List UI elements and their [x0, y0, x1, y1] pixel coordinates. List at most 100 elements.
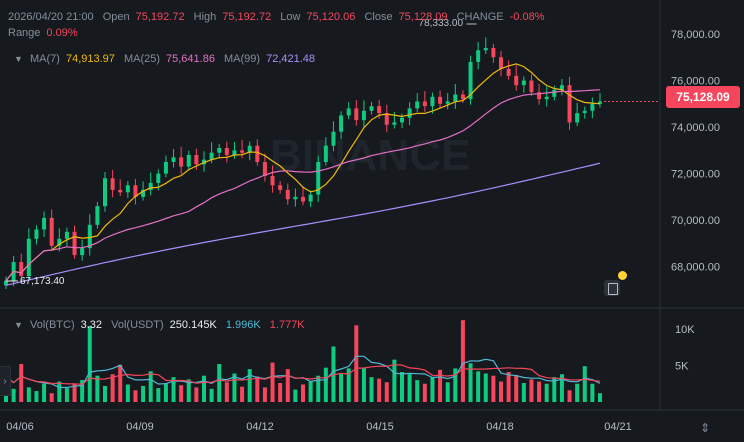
volume-bar	[476, 371, 481, 402]
volume-bar	[57, 381, 62, 402]
volume-bar	[384, 382, 389, 402]
volume-bar	[491, 375, 496, 402]
volume-bar	[285, 369, 290, 402]
vol-btc-value: 3.32	[80, 319, 103, 331]
volume-bar	[369, 377, 374, 402]
volume-bar	[217, 364, 222, 402]
candle-body	[278, 185, 283, 190]
range-value: 0.09%	[46, 27, 78, 39]
volume-bar	[110, 374, 115, 402]
volume-bar	[118, 364, 123, 402]
volume-bar	[26, 387, 31, 402]
candle-body	[186, 155, 191, 167]
candle-body	[476, 50, 481, 62]
volume-bar	[514, 374, 519, 402]
candle-body	[369, 106, 374, 111]
candle-body	[293, 196, 298, 200]
candle-body	[301, 196, 305, 202]
volume-bar	[346, 368, 351, 402]
ma-collapse-icon[interactable]: ▼	[14, 54, 23, 64]
low-label: Low	[280, 11, 301, 23]
ma25-value: 75,641.86	[166, 53, 215, 65]
candle-body	[468, 61, 473, 100]
volume-bar	[529, 379, 534, 402]
volume-bar	[598, 393, 602, 402]
price-tick-label: 70,000.00	[671, 215, 720, 227]
volume-bar	[590, 383, 595, 402]
volume-bar	[407, 374, 412, 402]
volume-bar	[232, 373, 237, 402]
candle-body	[521, 80, 526, 86]
volume-bar	[42, 383, 47, 402]
price-tick-label: 74,000.00	[671, 122, 720, 134]
candle-body	[323, 145, 328, 162]
volume-bar	[186, 379, 191, 402]
volume-bar	[64, 388, 69, 402]
time-tick-label: 04/18	[486, 421, 514, 433]
candle-body	[499, 57, 503, 69]
candle-body	[240, 150, 245, 153]
volume-bar	[537, 381, 542, 402]
vol-collapse-icon[interactable]: ▼	[14, 320, 23, 330]
candle-body	[339, 115, 344, 132]
candle-body	[80, 248, 85, 256]
candle-body	[270, 175, 275, 186]
candle-body	[506, 68, 511, 76]
candle-body	[400, 117, 404, 123]
volume-bar	[506, 372, 511, 402]
ma99-label: MA(99)	[224, 53, 261, 65]
candle-body	[110, 178, 115, 190]
volume-bar	[415, 380, 420, 402]
candle-body	[125, 185, 130, 193]
volume-bar	[171, 377, 176, 402]
fit-axis-icon[interactable]: ⇕	[699, 421, 711, 435]
ma-legend: MA(7) 74,913.97 MA(25) 75,641.86 MA(99) 72,…	[30, 53, 321, 65]
candle-body	[57, 238, 62, 246]
candle-body	[407, 108, 412, 118]
volume-legend: Vol(BTC) 3.32 Vol(USDT) 250.145K 1.996K 1.…	[30, 319, 311, 331]
time-tick-label: 04/21	[604, 421, 632, 433]
candle-body	[308, 194, 313, 202]
high-value: 75,192.72	[222, 11, 272, 23]
candle-body	[179, 157, 184, 167]
ma7-line	[5, 63, 601, 282]
candle-body	[415, 101, 420, 109]
candle-body	[430, 96, 435, 107]
time-tick-label: 04/12	[246, 421, 274, 433]
vol-ma10-line	[5, 364, 601, 385]
volume-bar	[361, 367, 366, 402]
candle-body	[72, 231, 77, 256]
candle-body	[377, 106, 382, 114]
candle-body	[217, 148, 222, 153]
volume-bar	[582, 366, 587, 402]
volume-bar	[34, 391, 39, 402]
candle-date: 2026/04/20 21:00	[8, 11, 94, 23]
volume-bar	[255, 376, 260, 402]
side-panel-toggle[interactable]: ›	[0, 366, 11, 396]
volume-bar	[559, 374, 564, 402]
candle-body	[575, 113, 580, 123]
candle-body	[331, 131, 336, 146]
volume-bar	[80, 380, 85, 402]
price-tick-label: 68,000.00	[671, 262, 720, 274]
volume-bar	[224, 382, 229, 402]
price-tick-label: 72,000.00	[671, 169, 720, 181]
candle-body	[148, 182, 153, 190]
volume-bar	[323, 367, 328, 402]
candle-body	[559, 85, 564, 90]
close-label: Close	[364, 11, 393, 23]
candle-body	[438, 96, 443, 104]
volume-bar	[209, 388, 214, 402]
vol-ma5-line	[5, 355, 601, 389]
volume-bar	[339, 373, 344, 402]
notification-dot-icon	[618, 271, 627, 280]
volume-bar	[354, 325, 359, 402]
ma25-line	[5, 89, 601, 282]
candle-body	[95, 206, 100, 225]
ma99-line	[5, 162, 601, 286]
volume-bar	[141, 385, 146, 402]
high-annotation: 78,333.00	[419, 18, 464, 29]
document-icon[interactable]	[604, 280, 620, 296]
volume-bar	[430, 377, 435, 402]
